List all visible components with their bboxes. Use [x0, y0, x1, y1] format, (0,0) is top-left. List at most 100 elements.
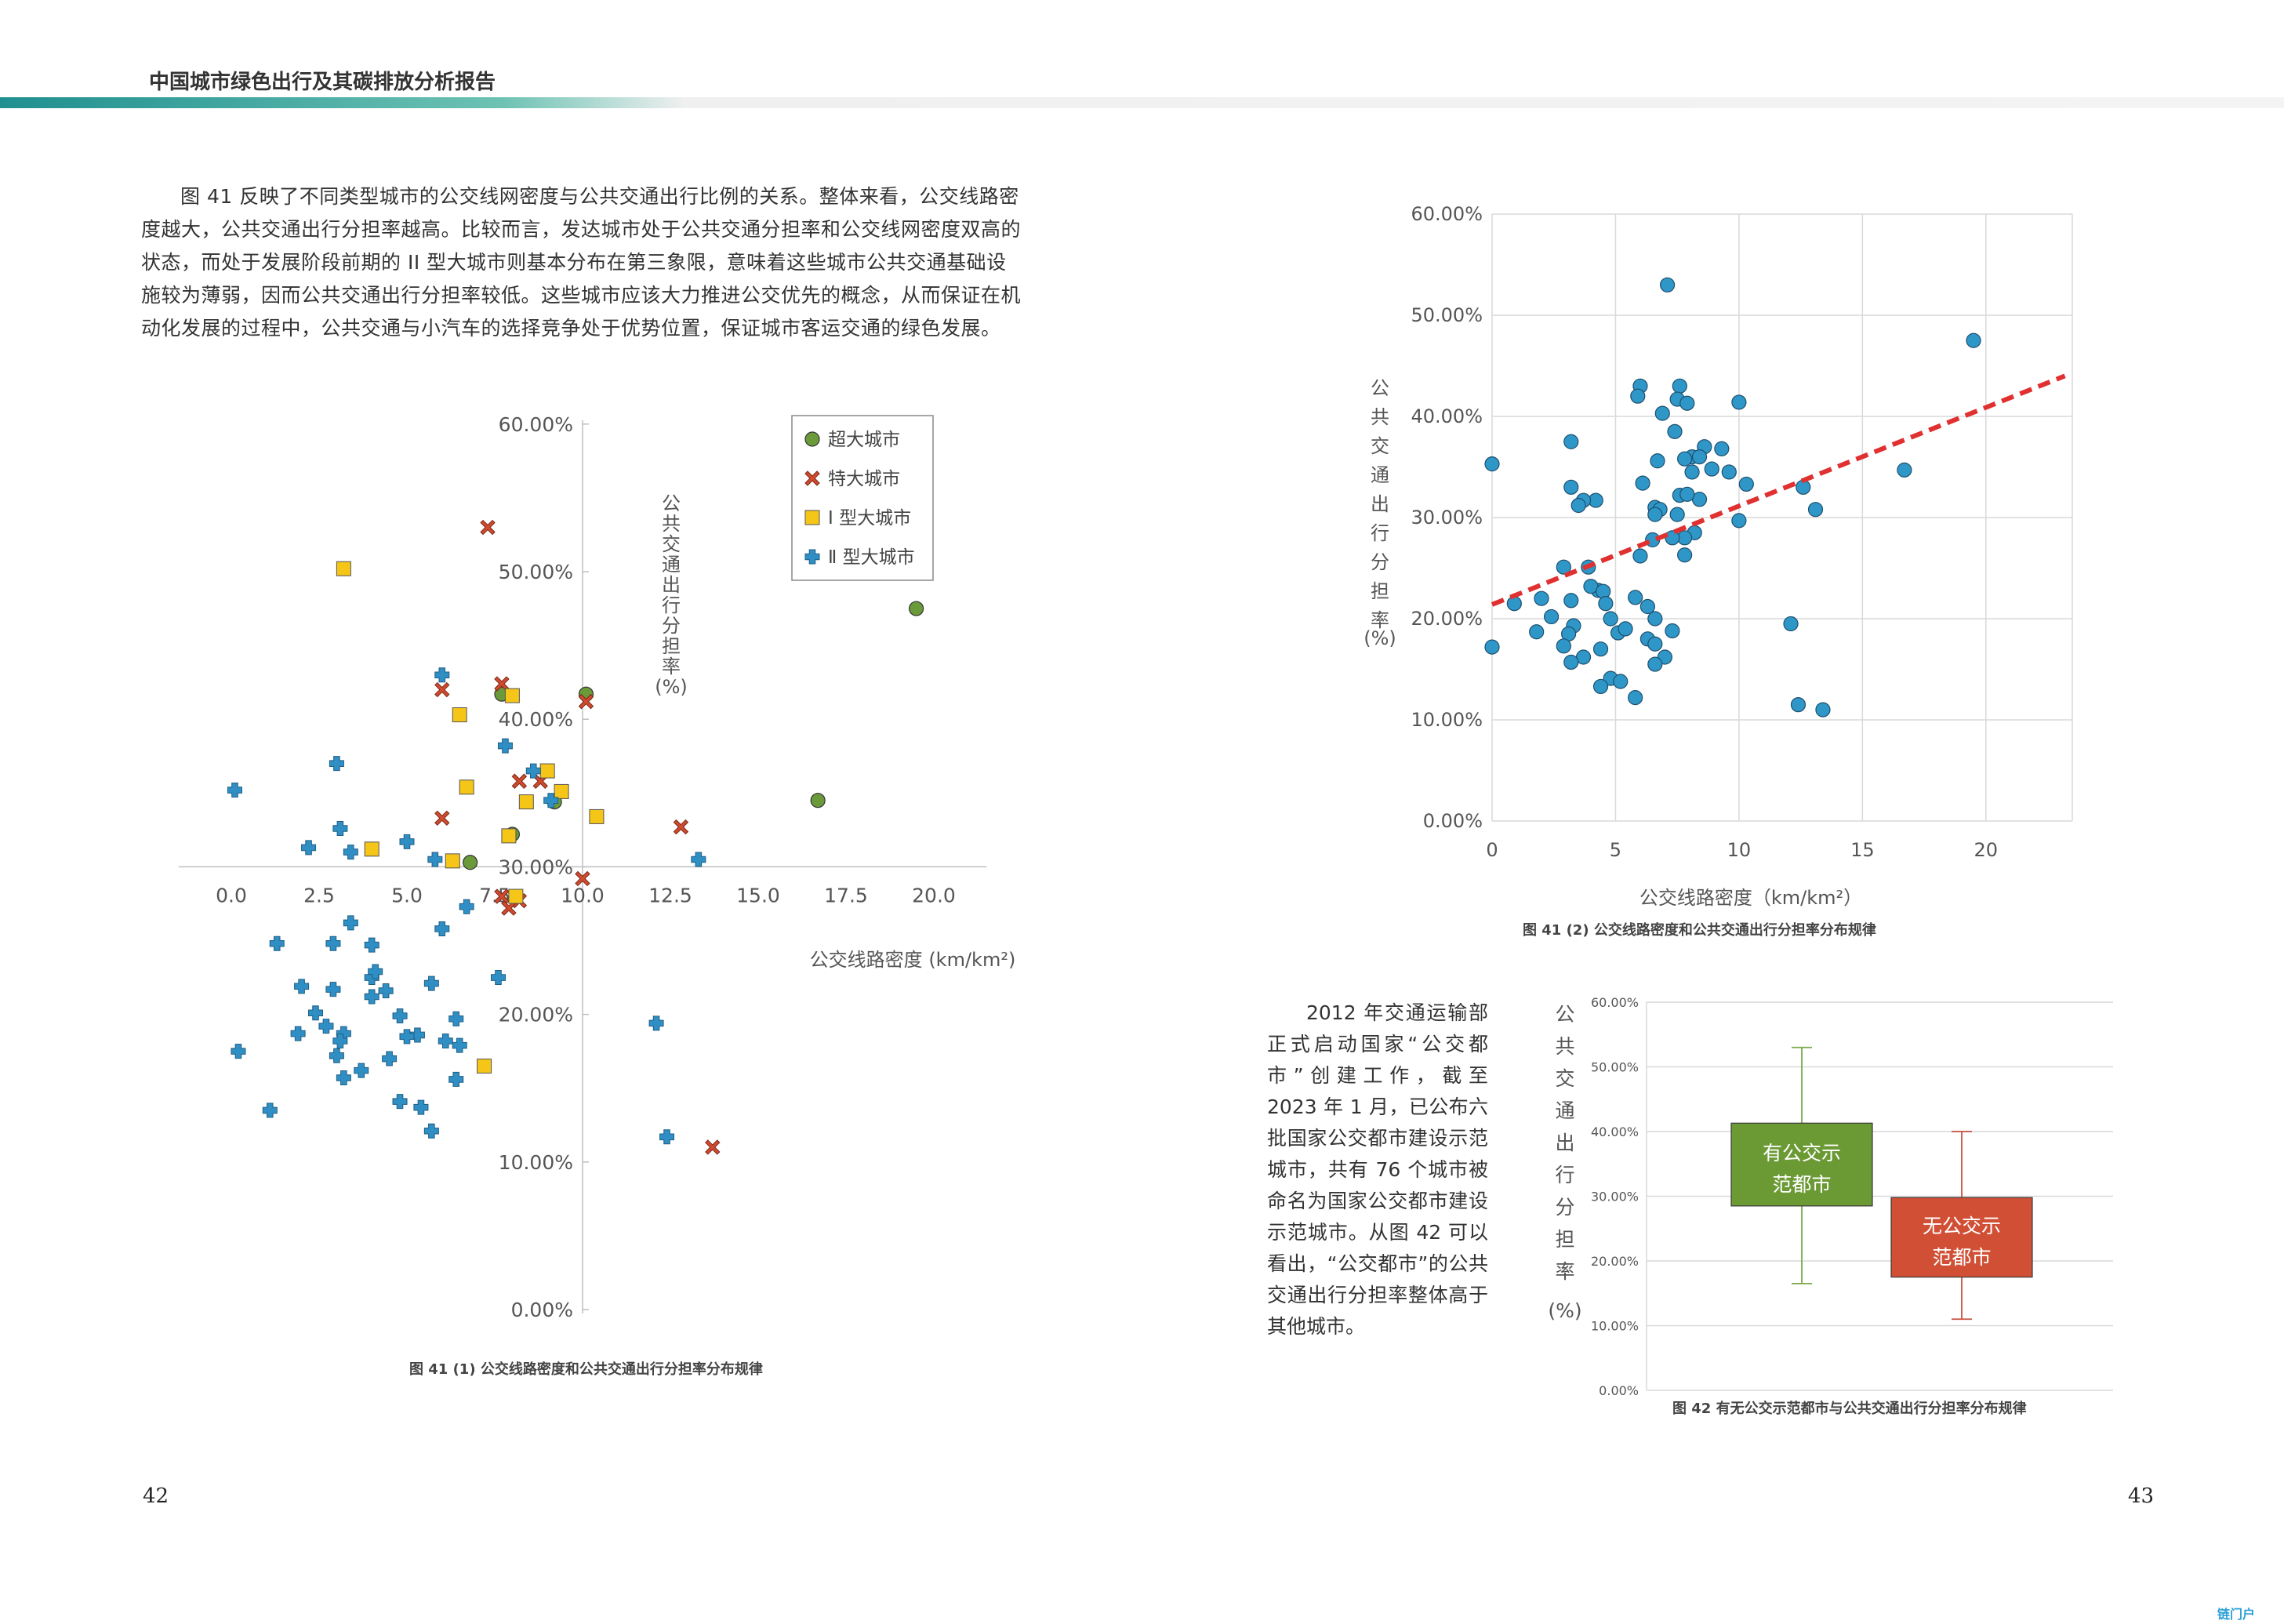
fig1-y-label-char: 担: [662, 635, 681, 657]
fig2-x-tick-label: 15: [1850, 839, 1875, 861]
fig1-point-x: [705, 1139, 721, 1155]
fig3-y-tick-label: 0.00%: [1599, 1383, 1639, 1398]
fig2-y-label-char: 交: [1371, 435, 1389, 457]
fig2-point: [1738, 476, 1754, 492]
fig1-point-plus: [364, 989, 379, 1005]
fig1-y-tick-label: 0.00%: [511, 1299, 573, 1321]
fig2-trendline: [1491, 373, 2066, 607]
fig1-point-plus: [364, 937, 379, 953]
fig1-point-plus: [438, 1033, 453, 1048]
fig2-x-tick-label: 20: [1974, 839, 1999, 861]
fig2-y-label-char: 率: [1371, 609, 1389, 631]
fig1-y-label-char: 交: [662, 533, 681, 555]
fig2-point: [1647, 636, 1663, 652]
fig1-point-square: [508, 888, 524, 904]
fig3-y-label-char: 分: [1555, 1196, 1574, 1219]
fig1-point-plus: [290, 1026, 306, 1041]
fig2-y-tick-label: 60.00%: [1411, 203, 1483, 225]
fig1-point-plus: [497, 738, 513, 754]
fig2-point: [1570, 497, 1586, 514]
fig1-point-x: [501, 900, 517, 916]
fig2-y-tick-label: 30.00%: [1411, 507, 1483, 529]
fig1-point-plus: [392, 1094, 408, 1110]
fig1-point-plus: [525, 763, 541, 779]
fig3-y-label-char: 通: [1555, 1099, 1574, 1122]
fig3-y-label-char: 行: [1555, 1164, 1574, 1186]
fig1-x-tick-label: 12.5: [648, 884, 692, 906]
fig1-point-plus: [427, 852, 443, 867]
fig1-y-label-char: 行: [662, 594, 681, 616]
fig1-point-plus: [413, 1099, 429, 1115]
fig2-y-tick-label: 20.00%: [1411, 608, 1483, 630]
fig1-point-plus: [448, 1071, 464, 1087]
fig2-point: [1669, 507, 1685, 522]
fig1-y-label-char: 出: [662, 574, 681, 596]
fig2-y-label-unit: (%): [1364, 627, 1396, 649]
fig2-point: [1647, 507, 1663, 522]
fig2-point: [1665, 623, 1680, 639]
fig3-box-label: 无公交示: [1923, 1215, 2001, 1237]
fig2-x-tick-label: 10: [1727, 839, 1752, 861]
fig1-y-label-char: 率: [662, 656, 681, 678]
fig1-point-square: [504, 688, 520, 703]
fig1-x-tick-label: 10.0: [561, 884, 605, 906]
fig1-point-plus: [448, 1011, 464, 1026]
fig41-2-scatter-chart: 0.00% 10.00% 20.00% 30.00% 40.00% 50.00% 60.00…: [1364, 203, 2073, 909]
fig2-point: [1679, 395, 1695, 411]
fig2-x-tick-label: 5: [1610, 839, 1621, 861]
fig3-box-label: 范都市: [1932, 1246, 1991, 1269]
fig1-point-plus: [343, 915, 358, 931]
fig1-point-plus: [318, 1019, 334, 1034]
fig3-y-tick-label: 20.00%: [1591, 1254, 1639, 1269]
report-header-title: 中国城市绿色出行及其碳排放分析报告: [149, 71, 496, 94]
fig2-point: [1684, 464, 1700, 480]
fig1-point-plus: [262, 1103, 278, 1118]
fig3-box-label: 有公交示: [1763, 1142, 1841, 1164]
fig2-point: [1630, 388, 1646, 404]
fig1-point-plus: [409, 1027, 425, 1043]
fig1-point-circle: [463, 855, 478, 870]
fig1-point-square: [364, 841, 379, 857]
fig1-x-tick-label: 0.0: [216, 884, 247, 906]
fig2-point: [1677, 547, 1693, 563]
fig1-point-x: [511, 773, 528, 789]
fig1-point-plus: [691, 852, 706, 867]
fig2-y-tick-label: 40.00%: [1411, 405, 1483, 427]
fig1-point-plus: [325, 936, 341, 951]
header-gradient-bar: [0, 97, 2284, 108]
fig2-point: [1654, 405, 1670, 421]
fig1-point-plus: [392, 1008, 408, 1023]
fig1-point-plus: [490, 970, 506, 986]
fig1-point-square: [539, 763, 555, 779]
fig2-point: [1529, 624, 1545, 640]
fig3-y-label-char: 公: [1555, 1003, 1574, 1026]
fig1-point-plus: [227, 783, 242, 798]
fig2-point: [1667, 423, 1683, 439]
fig3-y-tick-label: 30.00%: [1591, 1190, 1639, 1204]
fig1-y-label-char: 分: [662, 615, 681, 637]
fig2-point: [1659, 277, 1676, 292]
fig2-point: [1807, 502, 1824, 518]
fig2-y-label-char: 担: [1371, 580, 1389, 602]
fig1-point-plus: [368, 964, 383, 979]
fig1-point-plus: [329, 756, 344, 772]
fig2-point: [1613, 674, 1629, 689]
fig2-point: [1598, 596, 1614, 612]
fig2-point: [1731, 394, 1747, 410]
fig1-y-label-unit: (%): [655, 676, 688, 698]
fig1-point-square: [518, 794, 534, 810]
body-paragraph: 图 41 反映了不同类型城市的公交线网密度与公共交通出行比例的关系。整体来看，公…: [141, 185, 1022, 340]
site-logo: 链门户: [2217, 1607, 2256, 1622]
fig2-y-tick-label: 10.00%: [1411, 709, 1483, 731]
fig1-point-plus: [659, 1129, 675, 1145]
fig3-y-label-char: 率: [1555, 1260, 1574, 1283]
fig1-x-label: 公交线路密度 (km/km²): [810, 949, 1016, 971]
fig2-point: [1731, 513, 1747, 529]
fig42-caption: 图 42 有无公交示范都市与公共交通出行分担率分布规律: [1672, 1401, 2027, 1417]
fig1-point-x: [673, 819, 689, 835]
fig1-x-tick-label: 2.5: [303, 884, 335, 906]
fig2-point: [1563, 593, 1579, 609]
fig3-y-label-char: 担: [1555, 1228, 1574, 1251]
fig1-point-plus: [343, 845, 358, 860]
fig1-point-plus: [434, 921, 450, 936]
